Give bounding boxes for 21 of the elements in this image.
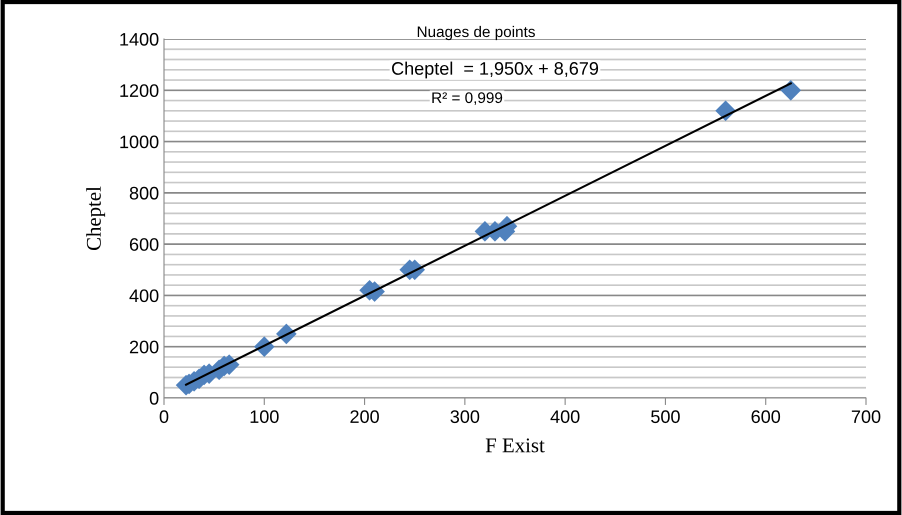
y-tick-label: 400 (129, 289, 158, 302)
x-tick-label: 500 (651, 410, 680, 424)
x-tick-label: 200 (350, 410, 379, 424)
y-axis-title: Cheptel (86, 186, 106, 250)
x-tick-label: 300 (450, 410, 480, 424)
y-tick-label: 800 (130, 186, 158, 200)
y-tick-label: 1200 (120, 84, 158, 98)
x-tick-label: 100 (250, 410, 279, 424)
x-tick-label: 700 (852, 410, 880, 424)
y-tick-label: 1000 (120, 136, 158, 148)
x-axis-title: F Exist (486, 438, 545, 452)
x-tick-label: 0 (160, 410, 168, 424)
annotation: Cheptel = 1,950x + 8,679 (392, 62, 598, 78)
y-tick-label: 200 (130, 340, 158, 354)
y-tick-label: 1400 (120, 32, 158, 46)
annotation: R² = 0,999 (432, 92, 502, 105)
x-tick-label: 400 (550, 410, 580, 424)
x-tick-label: 600 (752, 410, 780, 424)
y-tick-label: 600 (130, 238, 158, 251)
chart-title: Nuages de points (418, 26, 535, 40)
y-tick-label: 0 (150, 392, 158, 405)
